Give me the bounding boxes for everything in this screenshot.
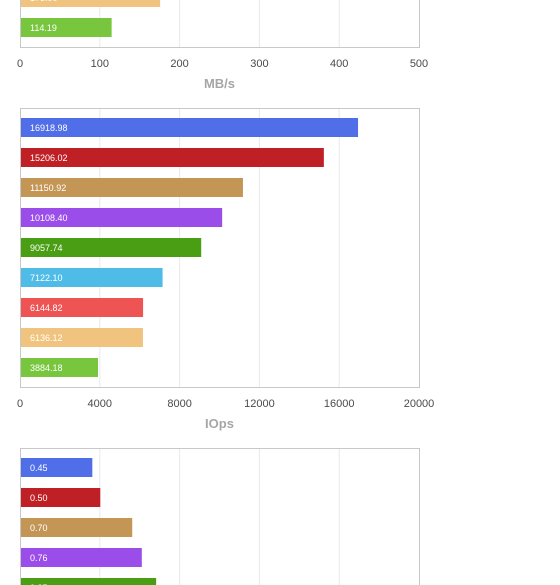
bar-value-label: 0.85	[30, 583, 48, 585]
bar-value-label: 114.19	[30, 23, 57, 33]
x-tick-label: 0	[17, 58, 23, 70]
bar	[20, 488, 101, 507]
bar	[20, 208, 223, 227]
bar-value-label: 0.45	[30, 463, 48, 473]
x-tick-label: 20000	[404, 398, 435, 410]
bar	[20, 548, 142, 567]
bar-value-label: 0.50	[30, 493, 48, 503]
x-axis-label: MB/s	[204, 76, 235, 91]
bar	[20, 238, 202, 257]
bar-value-label: 7122.10	[30, 273, 63, 283]
plot-frame	[20, 448, 420, 585]
bar	[20, 518, 133, 537]
bar-value-label: 10108.40	[30, 213, 68, 223]
bar-value-label: 0.76	[30, 553, 48, 563]
bar-value-label: 175.00	[30, 0, 58, 3]
bar	[20, 18, 112, 37]
bar	[20, 458, 93, 477]
x-tick-label: 300	[250, 58, 268, 70]
bar-value-label: 6136.12	[30, 333, 63, 343]
bar	[20, 148, 324, 167]
bar-value-label: 11150.92	[30, 183, 66, 193]
x-axis-label: IOps	[205, 416, 234, 431]
x-tick-label: 200	[170, 58, 188, 70]
bar	[20, 298, 144, 317]
bar-value-label: 0.70	[30, 523, 48, 533]
bar-value-label: 16918.98	[30, 123, 68, 133]
bar	[20, 118, 359, 137]
iops-chart: 16918.98 15206.02 11150.92 10108.40 9057.74 7…	[17, 108, 434, 431]
bar-value-label: 3884.18	[30, 363, 63, 373]
plot-frame	[20, 108, 420, 388]
x-tick-label: 16000	[324, 398, 355, 410]
plot-frame	[20, 0, 420, 48]
x-tick-label: 12000	[244, 398, 275, 410]
bar	[20, 0, 161, 7]
x-tick-label: 0	[17, 398, 23, 410]
bar-value-label: 6144.82	[30, 303, 63, 313]
x-tick-label: 8000	[167, 398, 191, 410]
x-tick-label: 100	[91, 58, 109, 70]
bar	[20, 358, 98, 377]
bar	[20, 178, 243, 197]
throughput-chart: 175.00 114.19 0 100 200 300 400 500 MB/s	[17, 0, 428, 91]
x-tick-label: 400	[330, 58, 348, 70]
bar	[20, 268, 163, 287]
bar-value-label: 15206.02	[30, 153, 68, 163]
bar	[20, 578, 157, 585]
latency-chart: 0.45 0.50 0.70 0.76 0.85	[20, 448, 420, 585]
bar	[20, 328, 143, 347]
x-tick-label: 4000	[88, 398, 112, 410]
x-tick-label: 500	[410, 58, 428, 70]
bar-value-label: 9057.74	[30, 243, 63, 253]
